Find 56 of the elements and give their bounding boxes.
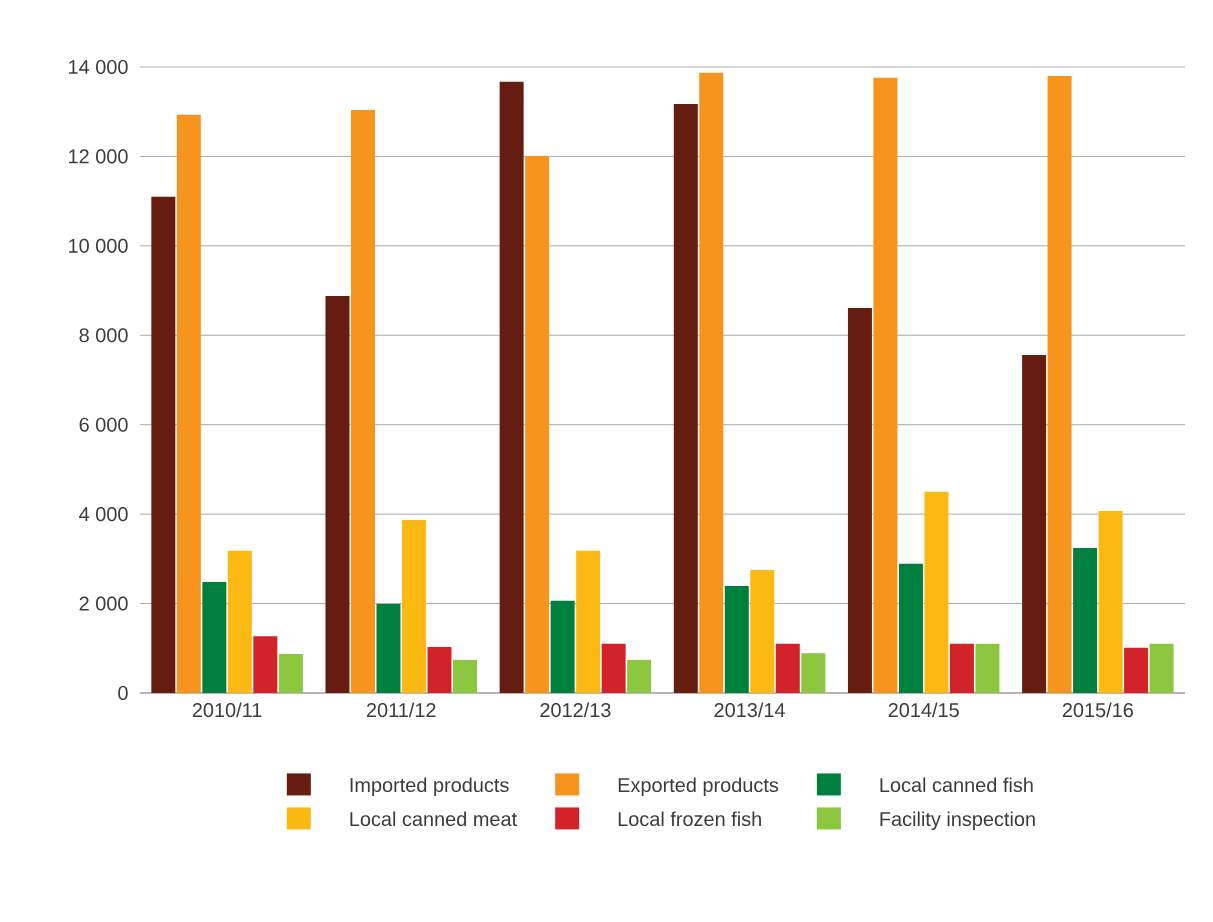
bar xyxy=(873,77,898,693)
bar xyxy=(627,659,652,693)
y-tick-label: 2 000 xyxy=(79,596,128,611)
bar xyxy=(376,604,401,693)
legend-label: Exported products xyxy=(618,777,779,797)
x-tick-label: 2014/15 xyxy=(888,702,959,718)
bar xyxy=(673,104,698,693)
bar xyxy=(452,659,477,693)
bar xyxy=(401,519,426,693)
bar xyxy=(898,563,923,693)
bar xyxy=(1149,643,1174,693)
bar xyxy=(801,653,826,693)
bar xyxy=(1022,354,1047,693)
y-tick-label: 8 000 xyxy=(79,328,128,343)
bar xyxy=(924,491,949,693)
y-tick-label: 6 000 xyxy=(79,417,128,432)
bar xyxy=(1124,647,1149,693)
y-tick-label: 0 xyxy=(118,685,128,701)
bar xyxy=(847,307,872,693)
legend-label: Imported products xyxy=(350,777,509,797)
bar xyxy=(576,550,601,693)
bar xyxy=(176,114,201,693)
bar xyxy=(525,155,550,693)
legend-label: Local frozen fish xyxy=(618,811,761,827)
bar xyxy=(724,586,749,693)
bar xyxy=(775,643,800,693)
bar xyxy=(601,643,626,693)
legend-label: Local canned fish xyxy=(880,777,1033,793)
bar xyxy=(949,643,974,693)
x-tick-label: 2010/11 xyxy=(192,702,262,718)
bar xyxy=(253,636,278,693)
y-tick-label: 10 000 xyxy=(69,238,128,253)
bar xyxy=(427,646,452,693)
bar xyxy=(750,570,775,693)
bar xyxy=(1073,548,1098,693)
x-tick-label: 2011/12 xyxy=(366,702,436,718)
bar xyxy=(499,81,524,693)
bar xyxy=(278,654,303,693)
y-tick-label: 4 000 xyxy=(79,507,128,522)
bar xyxy=(1098,511,1123,693)
y-tick-label: 14 000 xyxy=(69,59,128,75)
bar xyxy=(1047,75,1072,693)
x-tick-label: 2012/13 xyxy=(540,702,611,718)
bar xyxy=(227,550,252,693)
bar xyxy=(550,600,575,693)
bar xyxy=(151,196,176,693)
bar xyxy=(202,582,227,693)
x-tick-label: 2015/16 xyxy=(1062,702,1133,718)
bar xyxy=(699,72,724,693)
legend-label: Facility inspection xyxy=(880,811,1035,831)
bar xyxy=(350,109,375,693)
x-tick-label: 2013/14 xyxy=(714,702,785,718)
bar xyxy=(975,643,1000,693)
bar xyxy=(325,295,350,693)
y-tick-label: 12 000 xyxy=(69,149,128,164)
legend-label: Local canned meat xyxy=(350,811,517,827)
